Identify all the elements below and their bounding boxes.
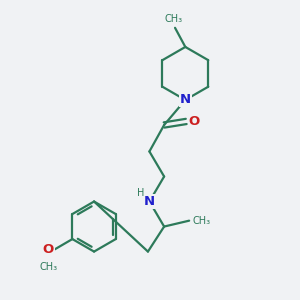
Text: O: O [43,243,54,256]
Text: N: N [144,195,155,208]
Text: N: N [180,93,191,106]
Text: CH₃: CH₃ [39,262,57,272]
Text: CH₃: CH₃ [193,216,211,226]
Text: CH₃: CH₃ [164,14,183,24]
Text: O: O [189,115,200,128]
Text: H: H [137,188,144,198]
